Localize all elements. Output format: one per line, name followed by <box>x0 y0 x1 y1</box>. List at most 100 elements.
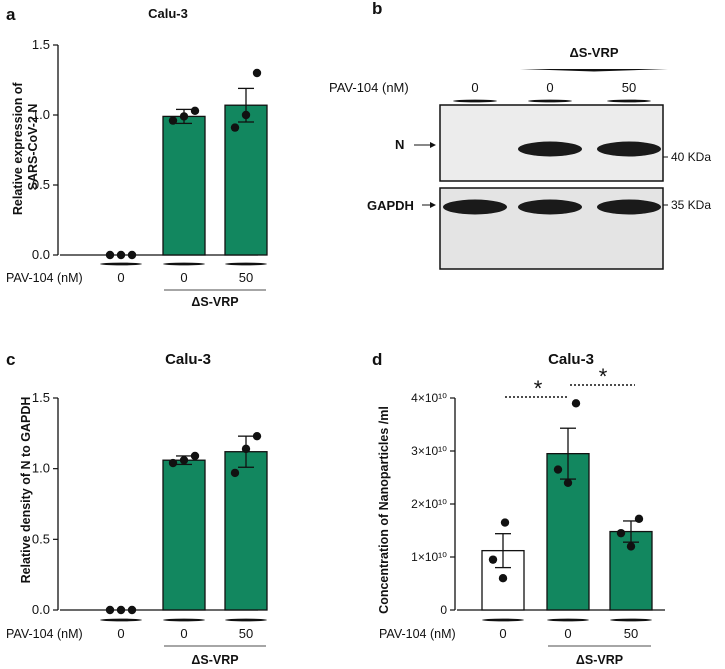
blot-treatment-label: PAV-104 (nM) <box>329 80 409 95</box>
panel-b: b ΔS-VRP PAV-104 (nM) 0 0 50 N GAPDH 40 KD… <box>329 0 711 270</box>
category-lens <box>100 262 142 266</box>
treatment-label: PAV-104 (nM) <box>6 271 83 285</box>
y-tick-label: 0.0 <box>32 602 50 617</box>
blot-bands <box>443 141 661 215</box>
treatment-label: PAV-104 (nM) <box>6 627 83 641</box>
data-point <box>179 455 189 465</box>
blot-row-label-gapdh: GAPDH <box>367 198 414 213</box>
data-point <box>241 444 251 454</box>
y-tick-label: 0.5 <box>32 531 50 546</box>
panel-a-ylabel: Relative expression of SARS-CoV-2 N <box>11 79 40 215</box>
blot-lane-label: 0 <box>471 80 478 95</box>
category-label: 0 <box>564 626 571 641</box>
y-tick-label: 1×10¹⁰ <box>411 550 447 564</box>
data-point <box>488 555 498 564</box>
y-tick-label: 1.5 <box>32 390 50 405</box>
panel-d: d Calu-3 Concentration of Nanoparticles … <box>372 350 665 667</box>
category-label: 0 <box>499 626 506 641</box>
group-label: ΔS-VRP <box>191 653 238 667</box>
blot-group-bar <box>520 69 668 72</box>
category-lens <box>547 618 589 622</box>
data-point <box>116 250 126 260</box>
data-point <box>105 250 115 260</box>
data-point <box>252 431 262 441</box>
data-point <box>190 451 200 461</box>
blot-band <box>597 199 661 215</box>
treatment-label: PAV-104 (nM) <box>379 627 456 641</box>
blot-group-label: ΔS-VRP <box>569 45 618 60</box>
blot-row-label-n: N <box>395 137 404 152</box>
category-lens <box>610 618 652 622</box>
category-label: 50 <box>239 626 253 641</box>
panel-letter-a: a <box>6 5 16 24</box>
category-label: 0 <box>180 626 187 641</box>
plot-c: 0.0 0.5 1.0 1.5 0 0 50 PAV-104 (nM) ΔS-VRP <box>6 390 268 667</box>
blot-lane-label: 0 <box>546 80 553 95</box>
blot-lane-lens <box>453 99 497 103</box>
blot-band <box>518 141 582 157</box>
category-lens <box>225 262 267 266</box>
panel-c: c Calu-3 Relative density of N to GAPDH … <box>6 350 268 667</box>
data-point <box>616 528 626 538</box>
blot-band <box>597 141 661 157</box>
data-point <box>230 123 240 132</box>
data-point <box>563 478 573 487</box>
category-lens <box>163 262 205 266</box>
group-label: ΔS-VRP <box>191 295 238 309</box>
panel-letter-b: b <box>372 0 382 18</box>
panel-d-ylabel: Concentration of Nanoparticles /ml <box>377 406 391 614</box>
blot-lane-lens <box>607 99 651 103</box>
data-point <box>179 112 189 121</box>
plot-a: 0.0 0.5 1.0 1.5 0 0 50 PAV-104 (nM) ΔS-VRP <box>6 37 268 309</box>
y-tick-label: 2×10¹⁰ <box>411 497 447 511</box>
panel-c-ylabel: Relative density of N to GAPDH <box>19 397 33 584</box>
data-point <box>626 542 636 551</box>
panel-letter-c: c <box>6 350 15 369</box>
arrowhead-n-icon <box>430 142 436 148</box>
y-tick-label: 1.5 <box>32 37 50 52</box>
data-point <box>553 465 563 474</box>
category-label: 0 <box>180 270 187 285</box>
blot-band <box>518 199 582 215</box>
data-point <box>498 574 508 583</box>
panel-a-title: Calu-3 <box>148 6 188 21</box>
y-tick-label: 1.0 <box>32 461 50 476</box>
data-point <box>252 68 262 78</box>
bar <box>162 459 206 611</box>
blot-lane-lens <box>528 99 572 103</box>
category-lens <box>100 618 142 622</box>
data-point <box>190 106 200 116</box>
y-tick-label: 0 <box>440 603 447 617</box>
panel-a-ylabel-line1: Relative expression of <box>11 82 25 216</box>
data-point <box>634 514 644 524</box>
group-label: ΔS-VRP <box>576 653 623 667</box>
category-lens <box>482 618 524 622</box>
data-point <box>168 116 178 125</box>
data-point <box>230 468 240 478</box>
bar <box>224 104 268 256</box>
data-point <box>127 605 137 615</box>
blot-lane-labels: 0 0 50 <box>453 80 651 103</box>
plot-d: 0 1×10¹⁰ 2×10¹⁰ 3×10¹⁰ 4×10¹⁰ 0 0 50 PAV-104 (nM… <box>379 364 665 667</box>
blot-lane-label: 50 <box>622 80 636 95</box>
category-label: 0 <box>117 626 124 641</box>
data-point <box>500 518 510 527</box>
data-point <box>105 605 115 615</box>
category-lens <box>225 618 267 622</box>
data-point <box>127 250 137 260</box>
category-label: 50 <box>624 626 638 641</box>
category-lens <box>163 618 205 622</box>
panel-c-title: Calu-3 <box>165 351 211 368</box>
blot-band <box>443 199 507 215</box>
significance-star: * <box>599 364 608 389</box>
blot-marker-35: 35 KDa <box>671 198 711 212</box>
panel-d-title: Calu-3 <box>548 351 594 368</box>
arrowhead-gapdh-icon <box>430 202 436 208</box>
bar <box>224 451 268 611</box>
y-tick-label: 4×10¹⁰ <box>411 391 447 405</box>
panel-letter-d: d <box>372 350 382 369</box>
bar <box>162 115 206 256</box>
data-point <box>168 458 178 468</box>
panel-a: a Calu-3 Relative expression of SARS-CoV… <box>6 5 268 309</box>
